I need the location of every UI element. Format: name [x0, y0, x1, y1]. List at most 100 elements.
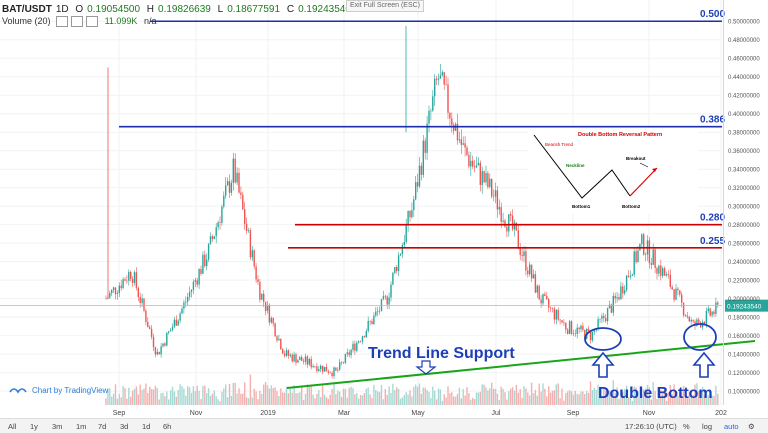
candle-body [382, 296, 385, 299]
candle-body [496, 190, 499, 210]
candle-body [401, 244, 404, 254]
range-7d[interactable]: 7d [98, 422, 107, 431]
volume-bar [656, 398, 658, 405]
volume-bar [280, 388, 282, 405]
auto-toggle[interactable]: auto [724, 422, 739, 431]
volume-bar [152, 389, 155, 405]
percent-toggle[interactable]: % [683, 422, 690, 431]
candle-body [320, 365, 322, 370]
interval[interactable]: 1D [55, 4, 69, 15]
volume-bar [411, 396, 413, 405]
volume-label[interactable]: Volume (20) [2, 16, 51, 26]
settings-gear-icon[interactable]: ⚙ [748, 422, 755, 431]
range-6h[interactable]: 6h [163, 422, 172, 431]
candle-body [135, 272, 138, 288]
candle-body [308, 359, 310, 365]
volume-bar [169, 390, 172, 405]
candle-body [325, 366, 328, 372]
volume-bar [154, 385, 157, 405]
volume-bar [612, 380, 614, 405]
volume-bar [603, 387, 605, 405]
volume-bar [375, 389, 377, 405]
candle-body [340, 362, 343, 363]
candle-body [339, 362, 341, 370]
volume-bar [418, 383, 421, 405]
candle-body [333, 367, 335, 377]
volume-bar [462, 389, 464, 405]
candle-body [228, 181, 231, 193]
volume-bar [181, 386, 183, 405]
volume-bar [646, 385, 649, 405]
range-1m[interactable]: 1m [76, 422, 87, 431]
candle-body [648, 240, 651, 264]
close-icon[interactable] [86, 16, 99, 28]
volume-bar [529, 395, 531, 405]
volume-bar [536, 395, 538, 405]
candle-body [344, 353, 347, 363]
volume-bar [639, 386, 641, 405]
candle-body [540, 299, 542, 304]
range-1d[interactable]: 1d [142, 422, 151, 431]
high-label: H [146, 4, 155, 15]
candle-body [703, 321, 706, 324]
candle-body [675, 288, 677, 300]
candle-body [682, 302, 685, 316]
inset-title: Double Bottom Reversal Pattern [578, 132, 663, 138]
volume-bar [335, 394, 337, 405]
volume-bar [458, 387, 461, 405]
volume-bar [445, 397, 447, 405]
candle-body [513, 222, 516, 230]
range-1y[interactable]: 1y [30, 422, 38, 431]
price-axis[interactable]: 0.50000000 0.48000000 0.46000000 0.44000000… [728, 20, 760, 396]
log-toggle[interactable]: log [702, 422, 713, 431]
candle-body [295, 354, 297, 363]
volume-bar [348, 387, 350, 405]
volume-bar [131, 390, 134, 405]
range-3m[interactable]: 3m [52, 422, 63, 431]
volume-bar [508, 391, 510, 405]
volume-bar [614, 392, 616, 405]
volume-bar [139, 384, 141, 405]
candle-body [662, 268, 664, 276]
volume-bar [707, 395, 709, 405]
volume-bar [390, 392, 392, 405]
bottom-toolbar: All 1y 3m 1m 7d 3d 1d 6h 17:26:10 (UTC) … [0, 418, 768, 433]
volume-bar [561, 388, 563, 405]
volume-bar [641, 394, 643, 405]
volume-bar [337, 390, 339, 405]
symbol[interactable]: BAT/USDT [2, 4, 52, 15]
candle-body [432, 96, 434, 111]
candle-body [204, 254, 206, 267]
volume-bar [717, 393, 719, 405]
volume-bar [392, 383, 394, 405]
range-3d[interactable]: 3d [120, 422, 129, 431]
exit-fullscreen-button[interactable]: Exit Full Screen (ESC) [346, 0, 424, 12]
eye-icon[interactable] [56, 16, 69, 28]
settings-icon[interactable] [71, 16, 84, 28]
candle-body [114, 287, 117, 295]
candle-body [557, 309, 559, 320]
candle-body [468, 155, 470, 167]
volume-bar [686, 398, 689, 405]
volume-bar [551, 390, 554, 405]
candle-body [397, 255, 400, 271]
candle-body [422, 140, 424, 175]
range-all[interactable]: All [8, 422, 17, 431]
volume-bar [424, 387, 426, 405]
volume-bar [128, 387, 130, 405]
time-axis[interactable]: Sep Nov 2019 Mar May Jul Sep Nov 202 [113, 410, 727, 417]
candle-body [263, 293, 265, 302]
volume-bar [709, 389, 711, 405]
volume-bar [557, 383, 559, 405]
volume-bar [548, 386, 550, 405]
volume-bar [302, 400, 305, 405]
volume-bar [705, 389, 708, 405]
candle-body [582, 325, 584, 330]
candle-body [367, 320, 369, 331]
volume-bar [453, 396, 455, 405]
candle-body [510, 214, 512, 216]
volume-bar [700, 389, 702, 405]
volume-bar [565, 393, 567, 405]
volume-bar [682, 386, 685, 405]
